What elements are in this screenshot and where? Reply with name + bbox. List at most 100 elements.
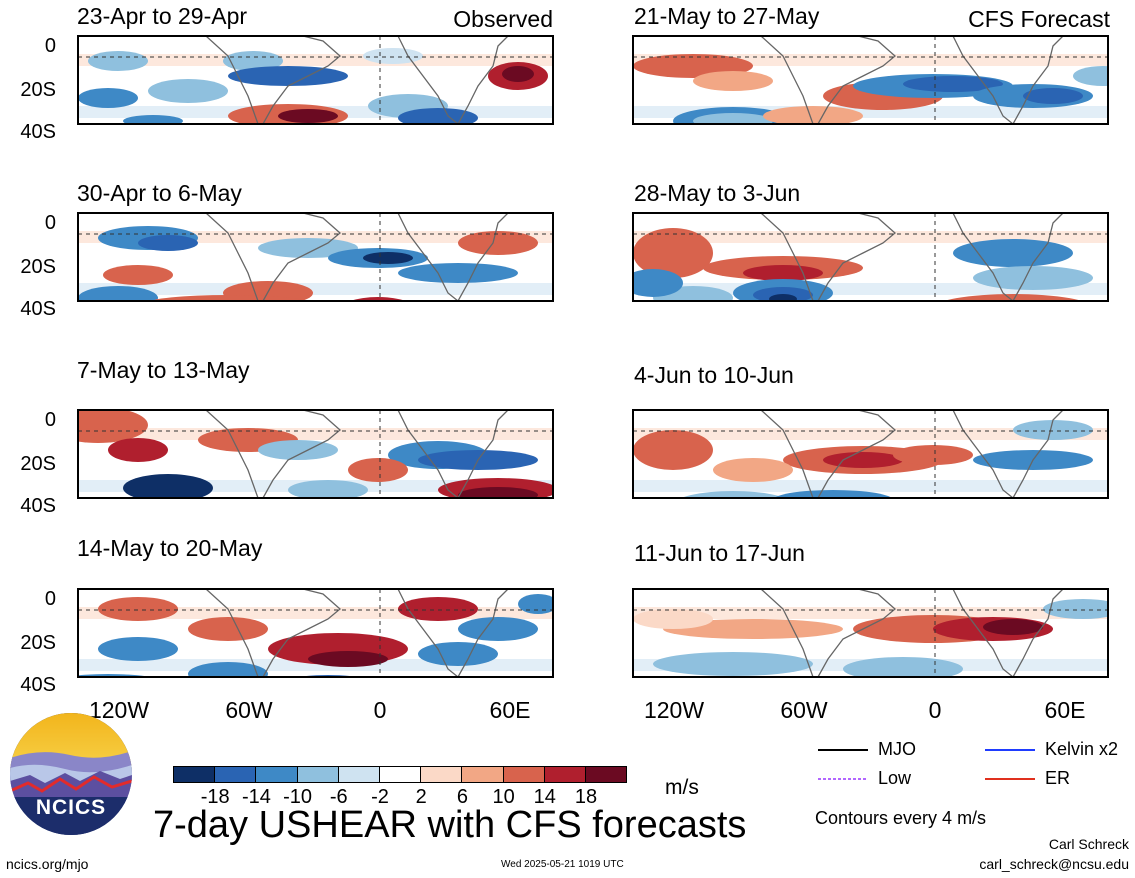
shear-contour xyxy=(458,487,538,498)
coastline xyxy=(205,410,509,498)
colorbar-label: 6 xyxy=(456,786,468,808)
colorbar-cell xyxy=(337,766,380,783)
panel-title: 14-May to 20-May xyxy=(77,535,263,561)
coastline xyxy=(760,589,1064,677)
shear-contour xyxy=(150,295,306,301)
legend-label: ER xyxy=(1045,768,1071,788)
legend-line xyxy=(985,778,1035,780)
map-panel xyxy=(633,410,1108,498)
shear-contour xyxy=(1073,66,1108,86)
contour-note: Contours every 4 m/s xyxy=(815,808,987,828)
main-title: 7-day USHEAR with CFS forecasts xyxy=(153,804,747,846)
shear-contour xyxy=(1013,420,1093,440)
colorbar-label: -18 xyxy=(200,786,230,808)
legend-line xyxy=(818,778,868,780)
shear-contour xyxy=(1043,599,1108,619)
shear-contour xyxy=(653,652,813,676)
map-panel xyxy=(78,589,553,677)
coastline xyxy=(205,213,509,301)
heatmap-band xyxy=(78,428,553,440)
coastline xyxy=(760,410,1064,498)
shear-contour xyxy=(693,113,773,124)
y-tick-label: 0 xyxy=(44,212,56,234)
units-label: m/s xyxy=(665,776,699,799)
legend-line xyxy=(818,749,868,751)
shear-contour xyxy=(258,238,358,258)
colorbar-cell xyxy=(585,766,628,783)
coastline xyxy=(760,36,1064,124)
colorbar-label: 14 xyxy=(533,786,556,808)
y-tick-label: 40S xyxy=(20,298,56,320)
shear-contour xyxy=(363,48,423,64)
ncics-logo: NCICS xyxy=(10,713,132,835)
shear-contour xyxy=(123,115,183,124)
map-panel xyxy=(633,36,1108,124)
shear-contour xyxy=(138,235,198,251)
shear-contour xyxy=(681,491,785,498)
colorbar-label: 18 xyxy=(574,786,598,808)
shear-contour xyxy=(398,108,478,124)
y-tick-label: 40S xyxy=(20,121,56,143)
colorbar-cell xyxy=(379,766,422,783)
footer-link[interactable]: ncics.org/mjo xyxy=(6,856,89,872)
shear-contour xyxy=(223,51,283,71)
legend-label: Low xyxy=(878,768,912,788)
shear-contour xyxy=(743,265,823,281)
forecast-tag: CFS Forecast xyxy=(968,6,1110,32)
footer-email[interactable]: carl_schreck@ncsu.edu xyxy=(979,856,1129,872)
shear-contour xyxy=(348,458,408,482)
shear-contour xyxy=(188,662,268,677)
colorbar-cell xyxy=(255,766,298,783)
shear-contour xyxy=(278,109,338,123)
legend-line xyxy=(985,749,1035,751)
panel-title: 23-Apr to 29-Apr xyxy=(77,3,248,29)
shear-contour xyxy=(983,619,1043,635)
coastline xyxy=(205,589,509,677)
x-tick-label: 120W xyxy=(88,697,150,723)
shear-contour xyxy=(398,597,478,621)
map-panel xyxy=(633,589,1108,677)
coastline xyxy=(205,36,509,124)
colorbar-label: 2 xyxy=(415,786,427,808)
map-panel xyxy=(78,213,553,301)
shear-contour xyxy=(458,617,538,641)
y-tick-label: 40S xyxy=(20,674,56,696)
colorbar-cell xyxy=(543,766,586,783)
panel-title: 21-May to 27-May xyxy=(634,3,820,29)
legend-label: Kelvin x2 xyxy=(1045,739,1119,759)
shear-contour xyxy=(308,651,388,667)
shear-contour xyxy=(1023,88,1083,104)
shear-contour xyxy=(893,445,973,465)
shear-contour xyxy=(123,474,213,498)
panel-title: 30-Apr to 6-May xyxy=(77,180,242,206)
colorbar-cell xyxy=(296,766,339,783)
footer-author: Carl Schreck xyxy=(1048,836,1129,852)
x-tick-label: 60E xyxy=(1044,697,1086,723)
shear-contour xyxy=(763,106,863,124)
shear-contour xyxy=(502,66,534,82)
shear-contour xyxy=(418,642,498,666)
x-tick-label: 120W xyxy=(643,697,705,723)
y-tick-label: 20S xyxy=(20,79,56,101)
panel-title: 11-Jun to 17-Jun xyxy=(634,540,805,566)
colorbar-label: -6 xyxy=(329,786,348,808)
y-tick-label: 0 xyxy=(44,588,56,610)
map-panel xyxy=(78,410,553,498)
shear-contour xyxy=(98,637,178,661)
x-tick-label: 60W xyxy=(780,697,828,723)
heatmap-band xyxy=(78,283,553,295)
panel-title: 28-May to 3-Jun xyxy=(634,180,801,206)
colorbar-cell xyxy=(502,766,545,783)
shear-contour xyxy=(663,619,843,639)
shear-contour xyxy=(103,265,173,285)
shear-contour xyxy=(774,490,892,498)
shear-contour xyxy=(633,228,713,278)
shear-contour xyxy=(633,269,683,297)
footer-timestamp: Wed 2025-05-21 1019 UTC xyxy=(501,859,624,870)
coastline xyxy=(760,213,1064,301)
shear-contour xyxy=(108,438,168,462)
shear-contour xyxy=(633,430,713,470)
shear-contour xyxy=(398,263,518,283)
colorbar-cell xyxy=(420,766,463,783)
shear-contour xyxy=(78,88,138,108)
